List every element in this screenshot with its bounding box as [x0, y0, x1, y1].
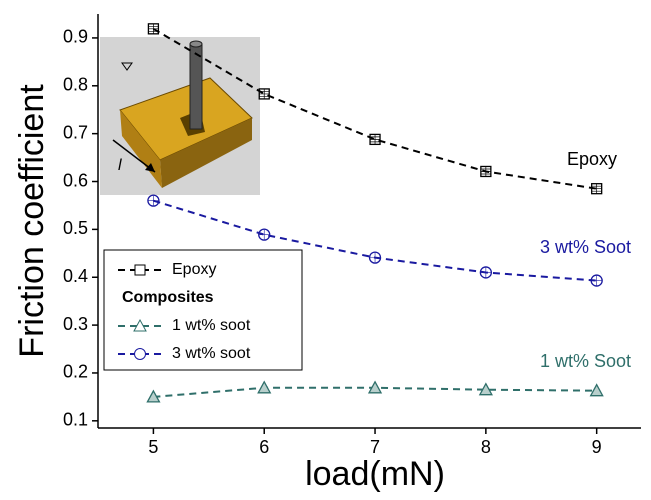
marker — [147, 23, 160, 35]
inset-image: l — [100, 37, 260, 195]
marker — [589, 383, 604, 397]
legend-marker-shape — [133, 318, 147, 332]
marker — [147, 194, 160, 207]
marker-cross — [591, 183, 602, 194]
y-tick-label: 0.3 — [63, 314, 88, 334]
marker-cross — [591, 275, 602, 286]
marker — [369, 133, 381, 146]
legend-marker-shape — [134, 348, 146, 360]
legend-marker-shape — [134, 264, 146, 276]
marker-cross — [148, 23, 159, 34]
legend-label: Epoxy — [172, 261, 216, 278]
legend-label: 1 wt% soot — [172, 317, 251, 334]
inset-label: l — [118, 157, 122, 174]
y-tick-label: 0.5 — [63, 218, 88, 238]
marker-cross — [259, 229, 270, 240]
annotation: Epoxy — [567, 149, 617, 169]
x-tick-label: 6 — [259, 437, 269, 457]
marker-circle — [258, 228, 271, 241]
x-tick-label: 9 — [592, 437, 602, 457]
marker-cross — [148, 195, 159, 206]
legend-group-title: Composites — [122, 289, 214, 306]
y-tick-label: 0.6 — [63, 170, 88, 190]
annotation: 3 wt% Soot — [540, 237, 631, 257]
marker-circle — [147, 194, 160, 207]
x-tick-label: 8 — [481, 437, 491, 457]
y-tick-label: 0.2 — [63, 362, 88, 382]
y-tick-label: 0.4 — [63, 266, 88, 286]
marker — [591, 183, 603, 195]
marker — [258, 88, 270, 100]
legend-marker — [134, 348, 146, 360]
y-axis-label: Friction coefficient — [13, 84, 51, 358]
series-line — [152, 27, 597, 190]
marker — [367, 380, 383, 394]
x-axis-label: load(mN) — [305, 455, 445, 493]
marker-circle — [368, 251, 382, 264]
marker — [590, 274, 603, 287]
marker — [257, 380, 272, 394]
marker — [478, 382, 493, 396]
legend-marker — [133, 318, 147, 332]
annotation: 1 wt% Soot — [540, 351, 631, 371]
marker-cross — [480, 267, 491, 278]
y-tick-label: 0.8 — [63, 75, 88, 95]
y-tick-label: 0.1 — [63, 410, 88, 430]
y-tick-label: 0.9 — [63, 27, 88, 47]
marker-cross — [370, 134, 381, 145]
marker — [479, 266, 493, 279]
marker-cross — [259, 88, 270, 99]
x-tick-label: 5 — [148, 437, 158, 457]
marker-cross — [480, 166, 491, 177]
marker — [146, 389, 161, 403]
marker-circle — [479, 266, 493, 279]
marker — [480, 165, 492, 178]
marker-cross — [370, 252, 381, 263]
marker — [258, 228, 271, 241]
legend-marker — [134, 264, 146, 276]
marker — [368, 251, 382, 264]
legend-label: 3 wt% soot — [172, 345, 251, 362]
x-tick-label: 7 — [370, 437, 380, 457]
y-tick-label: 0.7 — [63, 122, 88, 142]
marker-circle — [590, 274, 603, 287]
